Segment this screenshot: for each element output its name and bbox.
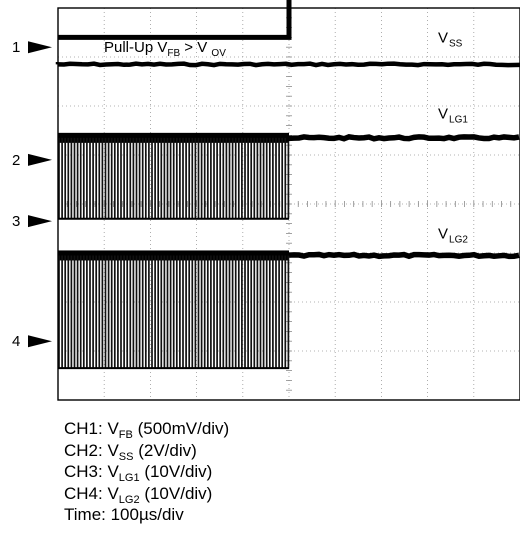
caption-ch1: CH1: VFB (500mV/div) [64, 418, 504, 440]
trace-lg2-pulses [59, 255, 288, 368]
channel-marker-3-arrow [28, 215, 52, 227]
channel-marker-2-label: 2 [12, 152, 20, 169]
annotation-label: Pull-Up VFB > V OV [104, 39, 226, 59]
channel-marker-1-label: 1 [12, 39, 20, 56]
trace-fb [58, 0, 520, 37]
trace-lg2-steady [289, 254, 519, 256]
trace-lg1-steady [289, 137, 519, 139]
channel-marker-1-arrow [28, 41, 52, 53]
trace-ss [58, 64, 520, 66]
trace-lg1-pulses [59, 138, 288, 219]
channel-marker-4-label: 4 [12, 333, 20, 350]
caption-ch2: CH2: VSS (2V/div) [64, 440, 504, 462]
trace-label-ss: VSS [438, 29, 463, 49]
trace-labels: VFBVSSVLG1VLG2 [438, 0, 468, 245]
caption-time: Time: 100µs/div [64, 504, 504, 526]
channel-marker-4-arrow [28, 335, 52, 347]
channel-marker-3-label: 3 [12, 213, 20, 230]
trace-label-lg1: VLG1 [438, 105, 468, 125]
caption-ch4: CH4: VLG2 (10V/div) [64, 483, 504, 505]
channel-markers: 1 2 3 4 [12, 39, 52, 350]
channel-marker-2-arrow [28, 154, 52, 166]
trace-label-lg2: VLG2 [438, 225, 468, 245]
scope-settings-caption: CH1: VFB (500mV/div) CH2: VSS (2V/div) C… [64, 418, 504, 526]
caption-ch3: CH3: VLG1 (10V/div) [64, 461, 504, 483]
